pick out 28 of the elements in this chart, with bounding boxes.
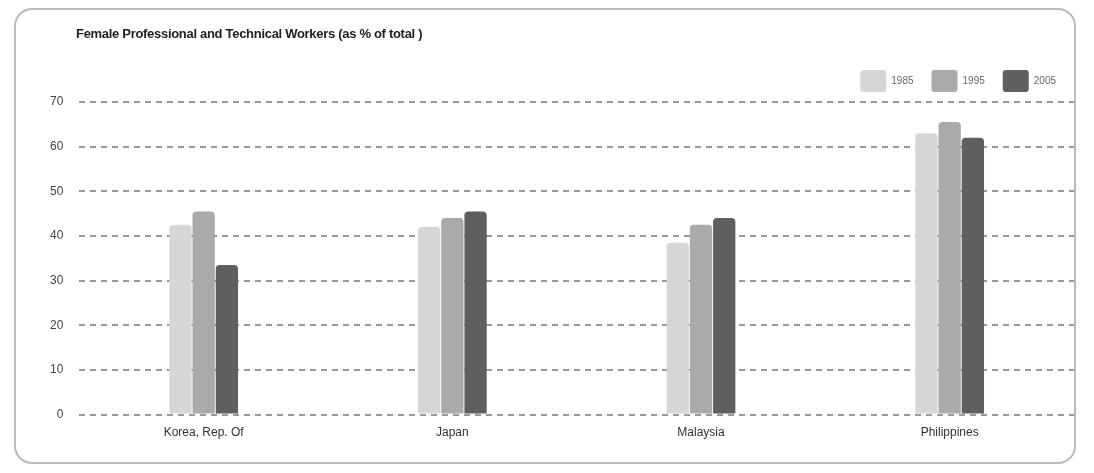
chart-title: Female Professional and Technical Workers (as % of total ): [76, 26, 423, 41]
bar: [961, 137, 985, 414]
y-tick-label: 70: [49, 94, 64, 109]
y-tick-label: 50: [49, 183, 64, 198]
bar: [441, 218, 464, 414]
bar: [215, 265, 239, 414]
legend-label: 2005: [1033, 74, 1057, 86]
bar: [938, 122, 961, 414]
bar: [169, 224, 192, 414]
y-tick-label: 30: [49, 272, 64, 287]
y-tick-label: 0: [56, 406, 64, 421]
bar: [713, 218, 736, 414]
y-tick-label: 60: [49, 138, 64, 153]
bar: [464, 211, 487, 414]
bar: [689, 224, 713, 414]
x-tick-label: Korea, Rep. Of: [163, 425, 245, 440]
legend-label: 1985: [891, 74, 914, 86]
y-tick-label: 20: [49, 317, 64, 332]
bar: [915, 133, 938, 414]
bar: [417, 227, 441, 414]
y-tick-label: 40: [49, 228, 64, 243]
bar: [192, 211, 215, 414]
y-tick-label: 10: [49, 362, 64, 377]
x-tick-label: Japan: [435, 425, 469, 440]
legend-label: 1995: [962, 74, 986, 86]
x-tick-label: Malaysia: [677, 425, 725, 440]
x-tick-label: Philippines: [920, 425, 979, 440]
bar: [666, 242, 689, 414]
